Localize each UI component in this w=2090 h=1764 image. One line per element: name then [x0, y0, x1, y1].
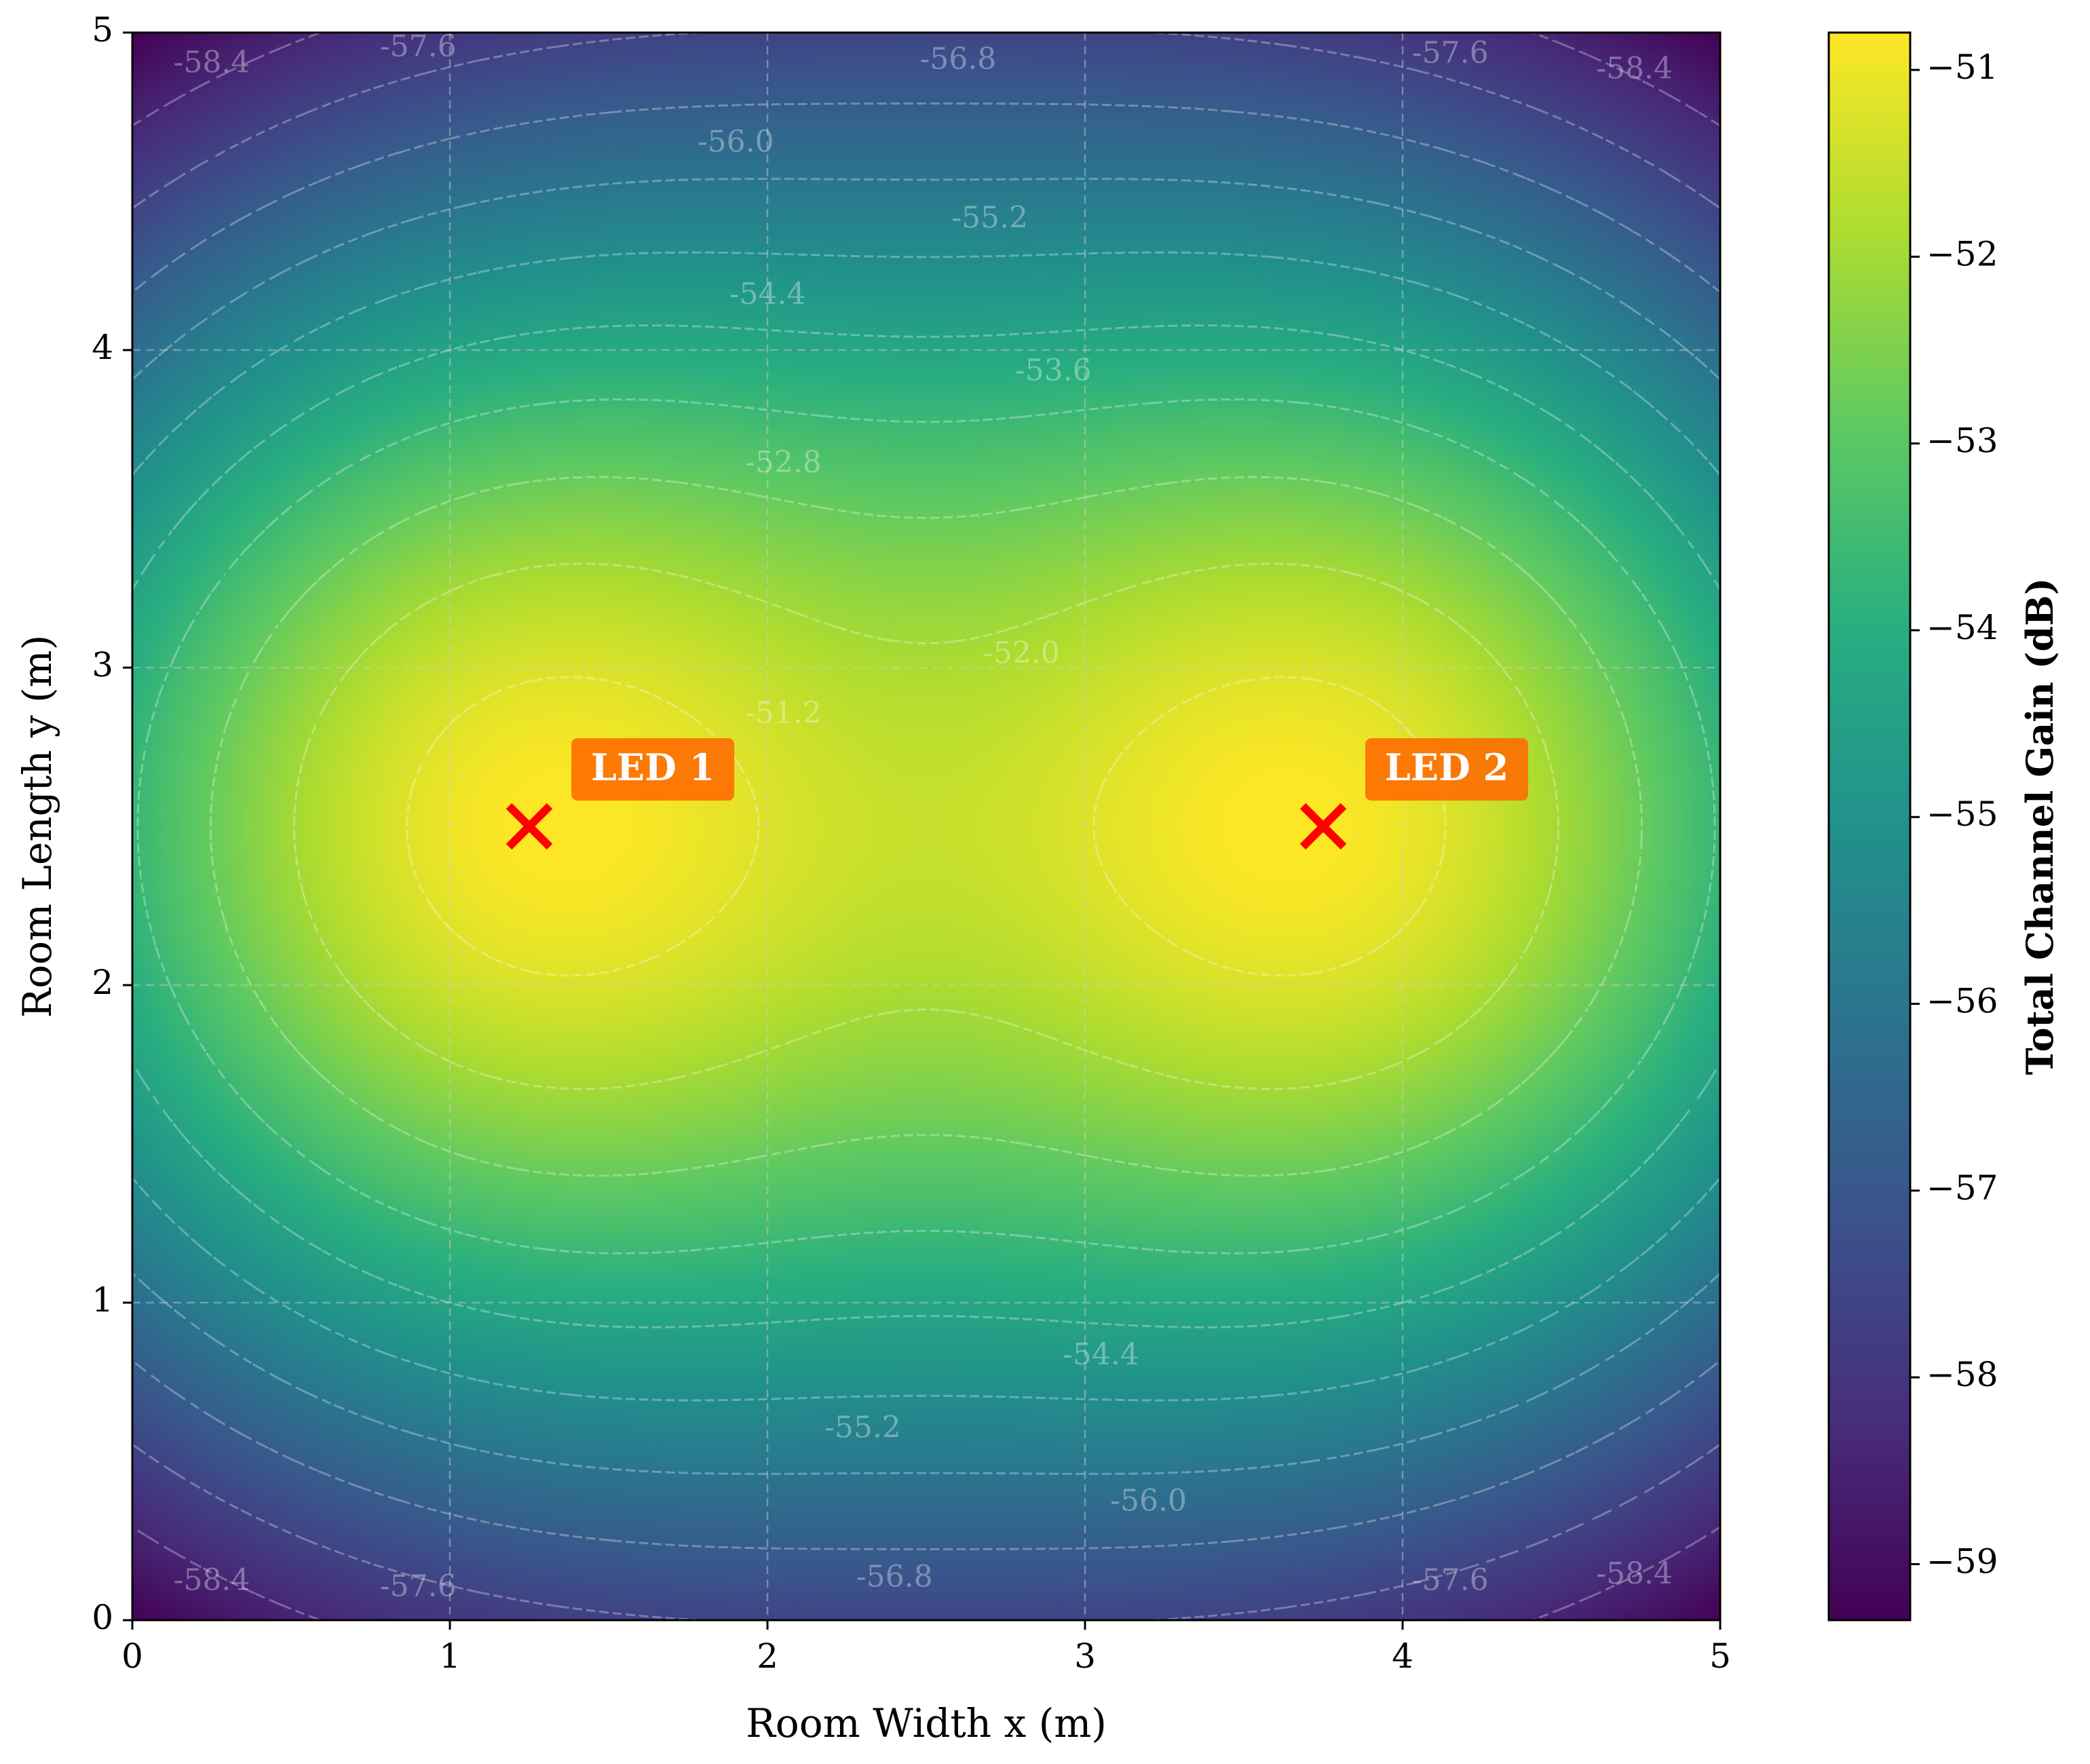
contour-line	[210, 476, 1643, 1177]
led-markers: LED 1 LED 2	[506, 738, 1528, 850]
contour-label: -58.4	[1596, 1556, 1673, 1591]
contour-label: -57.6	[380, 29, 457, 64]
x-tick-label: 4	[1392, 1636, 1413, 1676]
colorbar-tick-label: −58	[1926, 1355, 1998, 1394]
colorbar-tick-label: −56	[1926, 982, 1998, 1021]
contour-label: -55.2	[824, 1411, 901, 1445]
y-axis-label: Room Length y (m)	[14, 635, 60, 1018]
led-label: LED 2	[1385, 746, 1508, 789]
contour-label: -57.6	[1412, 35, 1489, 70]
colorbar-tick-label: −54	[1926, 608, 1998, 647]
contour-line	[132, 33, 1720, 1620]
contour-label: -56.0	[698, 124, 774, 159]
y-tick-label: 0	[92, 1598, 113, 1637]
colorbar-tick-label: −52	[1926, 234, 1998, 273]
y-tick-label: 3	[92, 645, 113, 685]
contour-label: -58.4	[1596, 52, 1673, 86]
contour-label: -52.0	[983, 636, 1060, 670]
heatmap-plot-area: -58.4 -57.6 -56.8 -57.6 -58.4 -56.0 -55.2 -54.4…	[131, 29, 1722, 1622]
y-tick-label: 4	[92, 328, 113, 367]
led-label-box	[571, 738, 734, 801]
led-label: LED 1	[591, 746, 715, 789]
contour-line	[132, 324, 1720, 1328]
contour-label: -57.6	[380, 1569, 457, 1604]
contour-label: -58.4	[174, 45, 250, 79]
contour-lines	[132, 33, 1720, 1620]
x-tick-label: 1	[439, 1636, 461, 1676]
contour-label: -58.4	[174, 1562, 250, 1597]
contour-line	[132, 251, 1720, 1402]
contour-label: -51.2	[745, 696, 822, 731]
contour-line	[132, 178, 1720, 1475]
colorbar-tick-label: −55	[1926, 794, 1998, 834]
contour-label: -54.4	[729, 277, 806, 311]
y-tick-label: 5	[92, 10, 113, 50]
plot-frame	[131, 31, 1722, 1622]
contour-label: -53.6	[1015, 353, 1092, 387]
led-label-box	[1365, 738, 1528, 801]
y-axis: 0 1 2 3 4 5	[92, 10, 132, 1637]
colorbar-tick-label: −53	[1926, 421, 1998, 461]
colorbar-tick-label: −59	[1926, 1541, 1998, 1581]
colorbar-tick-label: −51	[1926, 47, 1998, 87]
contour-label: -52.8	[745, 445, 822, 480]
x-tick-label: 5	[1709, 1636, 1731, 1676]
colorbar-ticks: −51 −52 −53 −54 −55 −56 −57 −58 −59	[1910, 47, 1998, 1581]
contour-line	[132, 33, 1720, 1620]
x-axis: 0 1 2 3 4 5	[121, 1620, 1731, 1676]
contour-label: -56.8	[856, 1560, 933, 1594]
y-tick-label: 2	[92, 963, 113, 1002]
colorbar: −51 −52 −53 −54 −55 −56 −57 −58 −59 Total Channe…	[1827, 31, 2062, 1622]
contour-label: -56.0	[1110, 1483, 1187, 1518]
contour-labels: -58.4 -57.6 -56.8 -57.6 -58.4 -56.0 -55.2 -54.4…	[174, 29, 1673, 1604]
x-tick-label: 3	[1074, 1636, 1096, 1676]
x-tick-label: 2	[757, 1636, 778, 1676]
contour-line	[132, 102, 1720, 1550]
y-tick-label: 1	[92, 1280, 113, 1320]
contour-label: -56.8	[919, 42, 996, 77]
contour-label: -55.2	[951, 201, 1028, 235]
colorbar-label: Total Channel Gain (dB)	[2018, 578, 2062, 1075]
contour-line	[293, 562, 1559, 1090]
led-marker	[1299, 803, 1347, 850]
x-tick-label: 0	[121, 1636, 143, 1676]
contour-line	[136, 398, 1716, 1254]
contour-label: -57.6	[1412, 1562, 1489, 1597]
contour-label: -54.4	[1063, 1337, 1139, 1372]
colorbar-tick-label: −57	[1926, 1168, 1998, 1208]
channel-gain-heatmap	[132, 33, 1720, 1620]
x-axis-label: Room Width x (m)	[746, 1700, 1107, 1746]
led-marker	[506, 803, 553, 850]
colorbar-gradient	[1827, 31, 1912, 1622]
